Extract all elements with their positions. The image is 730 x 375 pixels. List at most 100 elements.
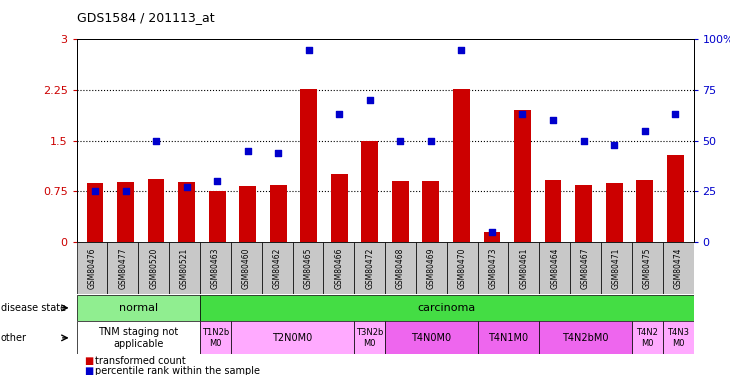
Text: T1N2b
M0: T1N2b M0 — [201, 328, 229, 348]
Bar — [385, 242, 416, 294]
Bar — [631, 242, 663, 294]
Point — [517, 111, 529, 117]
Text: ■: ■ — [84, 356, 93, 366]
Bar — [107, 242, 138, 294]
Point — [364, 97, 376, 103]
Bar — [539, 242, 570, 294]
Text: disease state: disease state — [1, 303, 66, 313]
Text: GSM80470: GSM80470 — [458, 248, 466, 289]
Bar — [606, 183, 623, 242]
Bar — [545, 180, 561, 242]
Bar — [293, 242, 323, 294]
Bar — [231, 321, 354, 354]
Bar — [539, 321, 632, 354]
Bar — [663, 321, 694, 354]
Point — [608, 142, 620, 148]
Point — [242, 148, 253, 154]
Text: GSM80463: GSM80463 — [211, 248, 220, 289]
Bar — [601, 242, 631, 294]
Bar — [138, 242, 169, 294]
Text: TNM staging not
applicable: TNM staging not applicable — [99, 327, 178, 349]
Bar — [77, 242, 107, 294]
Point — [577, 138, 589, 144]
Text: GSM80460: GSM80460 — [242, 248, 251, 289]
Text: GSM80472: GSM80472 — [365, 248, 374, 289]
Text: GSM80464: GSM80464 — [550, 248, 559, 289]
Text: T4N0M0: T4N0M0 — [411, 333, 451, 343]
Bar — [77, 321, 200, 354]
Bar — [209, 191, 226, 242]
Text: ■: ■ — [84, 366, 93, 375]
Text: GSM80521: GSM80521 — [180, 248, 189, 289]
Bar — [575, 184, 592, 242]
Point — [456, 46, 467, 53]
Bar — [631, 321, 663, 354]
Bar — [423, 181, 439, 242]
Text: GSM80469: GSM80469 — [427, 248, 436, 289]
Bar — [200, 242, 231, 294]
Text: T3N2b
M0: T3N2b M0 — [356, 328, 383, 348]
Text: GSM80468: GSM80468 — [396, 248, 405, 289]
Bar — [169, 242, 200, 294]
Text: GSM80461: GSM80461 — [519, 248, 529, 289]
Text: other: other — [1, 333, 27, 343]
Text: GDS1584 / 201113_at: GDS1584 / 201113_at — [77, 11, 215, 24]
Point — [425, 138, 437, 144]
Text: GSM80475: GSM80475 — [642, 248, 652, 289]
Bar — [300, 88, 317, 242]
Bar — [261, 242, 293, 294]
Point — [334, 111, 345, 117]
Text: GSM80474: GSM80474 — [674, 248, 683, 289]
Bar — [270, 184, 287, 242]
Point — [211, 178, 223, 184]
Bar — [200, 295, 694, 321]
Text: GSM80467: GSM80467 — [581, 248, 590, 289]
Bar — [354, 321, 385, 354]
Bar — [354, 242, 385, 294]
Text: T2N0M0: T2N0M0 — [272, 333, 312, 343]
Point — [120, 188, 131, 194]
Bar — [477, 321, 539, 354]
Bar — [239, 186, 256, 242]
Bar — [87, 183, 104, 242]
Bar — [323, 242, 354, 294]
Text: GSM80520: GSM80520 — [149, 248, 158, 289]
Point — [303, 46, 315, 53]
Point — [548, 117, 559, 123]
Text: T4N3
M0: T4N3 M0 — [667, 328, 689, 348]
Bar — [477, 242, 508, 294]
Text: GSM80473: GSM80473 — [488, 248, 498, 289]
Point — [669, 111, 681, 117]
Point — [150, 138, 162, 144]
Bar — [416, 242, 447, 294]
Point — [486, 229, 498, 235]
Point — [272, 150, 284, 156]
Bar — [117, 183, 134, 242]
Text: T4N2
M0: T4N2 M0 — [637, 328, 658, 348]
Bar — [514, 110, 531, 242]
Text: percentile rank within the sample: percentile rank within the sample — [95, 366, 260, 375]
Bar — [447, 242, 477, 294]
Bar — [570, 242, 601, 294]
Bar — [178, 183, 195, 242]
Bar — [231, 242, 262, 294]
Point — [394, 138, 406, 144]
Bar — [361, 141, 378, 242]
Bar — [453, 88, 470, 242]
Text: T4N1M0: T4N1M0 — [488, 333, 529, 343]
Point — [639, 128, 650, 134]
Text: GSM80465: GSM80465 — [304, 248, 312, 289]
Bar — [77, 295, 200, 321]
Point — [181, 184, 193, 190]
Bar — [508, 242, 539, 294]
Text: GSM80471: GSM80471 — [612, 248, 621, 289]
Bar — [392, 181, 409, 242]
Bar — [666, 156, 683, 242]
Text: GSM80476: GSM80476 — [88, 248, 96, 289]
Bar — [200, 321, 231, 354]
Text: T4N2bM0: T4N2bM0 — [562, 333, 609, 343]
Bar — [331, 174, 347, 242]
Text: transformed count: transformed count — [95, 356, 185, 366]
Bar — [147, 179, 164, 242]
Point — [89, 188, 101, 194]
